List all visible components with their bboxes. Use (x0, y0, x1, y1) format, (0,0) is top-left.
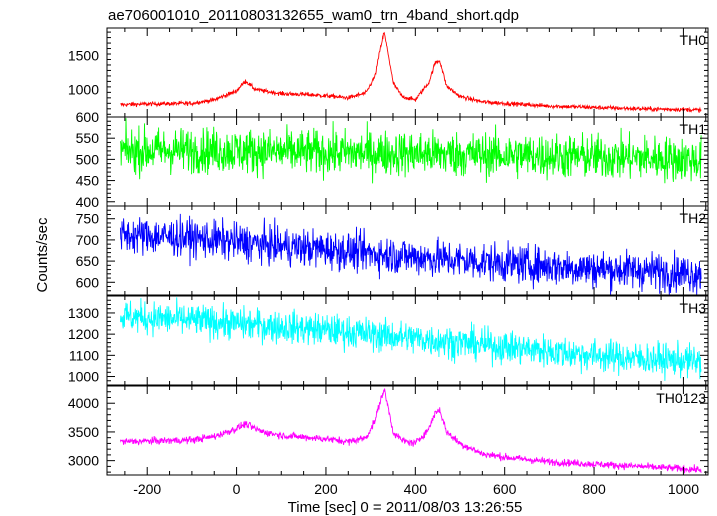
y-tick-label: 450 (76, 173, 100, 189)
series-line-th3 (119, 297, 702, 381)
series-line-th0123 (119, 388, 702, 474)
panel-label-th1: TH1 (680, 121, 707, 137)
panel-label-th3: TH3 (680, 300, 707, 316)
y-tick-label: 1000 (68, 82, 99, 98)
x-tick-label: 200 (314, 481, 338, 497)
series-line-th1 (119, 118, 702, 184)
y-tick-label: 600 (76, 274, 100, 290)
panel-label-th0123: TH0123 (656, 390, 706, 406)
y-tick-label: 700 (76, 232, 100, 248)
panel-frame-th2 (106, 205, 709, 296)
panel-frame-th3 (106, 295, 709, 386)
panel-label-th2: TH2 (680, 210, 707, 226)
x-tick-label: 1000 (668, 481, 699, 497)
panel-th0: 600 1000 1500 TH0 (68, 27, 709, 125)
y-tick-label: 3500 (68, 424, 99, 440)
panel-th1: 400 450 500 550 TH1 (76, 116, 709, 210)
x-tick-label: 800 (582, 481, 606, 497)
y-tick-label: 400 (76, 194, 100, 210)
y-tick-label: 3000 (68, 453, 99, 469)
panel-th0123: 3000 3500 4000 TH0123 (68, 385, 709, 476)
chart-panels: 600 1000 1500 TH0 400 450 500 550 TH1 600 650 700 75… (68, 27, 709, 497)
x-tick-label: 600 (493, 481, 517, 497)
panel-th2: 600 650 700 750 TH2 (76, 205, 709, 296)
y-tick-label: 1000 (68, 369, 99, 385)
x-tick-label: -200 (133, 481, 161, 497)
x-tick-label: 400 (404, 481, 428, 497)
series-line-th0 (120, 31, 702, 113)
y-tick-label: 500 (76, 151, 100, 167)
y-tick-label: 1500 (68, 47, 99, 63)
y-tick-label: 4000 (68, 395, 99, 411)
x-axis-title: Time [sec] 0 = 2011/08/03 13:26:55 (288, 499, 523, 516)
panel-th3: 1000 1100 1200 1300 TH3 (68, 295, 709, 386)
y-tick-label: 650 (76, 253, 100, 269)
panel-frame-th0123 (106, 385, 709, 476)
y-tick-label: 1200 (68, 326, 99, 342)
series-line-th2 (119, 213, 702, 295)
y-tick-label: 1300 (68, 305, 99, 321)
y-tick-label: 600 (76, 109, 100, 125)
panel-label-th0: TH0 (680, 32, 707, 48)
x-tick-label: 0 (233, 481, 241, 497)
y-tick-label: 750 (76, 211, 100, 227)
chart-title: ae706001010_20110803132655_wam0_trn_4ban… (108, 7, 519, 24)
y-axis-title: Counts/sec (34, 217, 51, 293)
y-tick-label: 550 (76, 130, 100, 146)
y-tick-label: 1100 (69, 347, 99, 363)
